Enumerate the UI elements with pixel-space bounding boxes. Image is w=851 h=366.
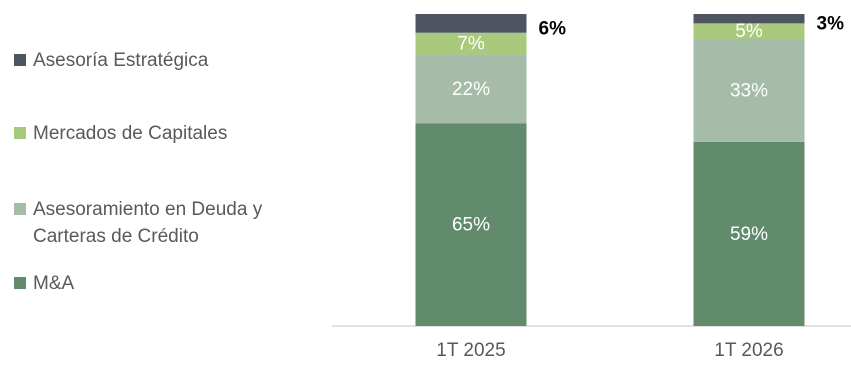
data-label-mercados-capitales-1: 5% — [735, 21, 763, 42]
legend-label: M&A — [33, 273, 75, 294]
legend: Asesoría Estratégica Mercados de Capital… — [14, 0, 334, 366]
data-label-mercados-capitales-0: 7% — [457, 34, 485, 55]
legend-label: Mercados de Capitales — [33, 123, 228, 144]
x-tick-label-0: 1T 2025 — [436, 340, 505, 361]
data-label-asesoramiento-deuda-0: 22% — [452, 79, 490, 100]
legend-swatch — [14, 277, 26, 289]
legend-label: Asesoramiento en Deuda y Carteras de Cré… — [33, 199, 263, 247]
legend-item-mercados-de-capitales: Mercados de Capitales — [14, 120, 323, 147]
data-label-m-and-a-1: 59% — [730, 224, 768, 245]
bar-segment-mercados-capitales-1 — [693, 23, 805, 39]
bar-segment-asesoria-estrategica-1 — [693, 14, 805, 24]
data-label-asesoria-estrategica-1: 3% — [817, 14, 845, 35]
x-tick-label-1: 1T 2026 — [714, 340, 783, 361]
legend-item-asesoramiento-deuda: Asesoramiento en Deuda y Carteras de Cré… — [14, 196, 313, 250]
legend-item-m-and-a: M&A — [14, 270, 323, 297]
bar-segment-asesoramiento-deuda-0 — [415, 54, 527, 124]
bar-segment-m-and-a-0 — [415, 123, 527, 326]
data-label-asesoramiento-deuda-1: 33% — [730, 80, 768, 101]
labels-group: 65% 22% 7% 6% 1T 2025 59% 33% 5% 3% 1T 2026 — [436, 14, 844, 361]
legend-swatch — [14, 127, 26, 139]
data-label-m-and-a-0: 65% — [452, 215, 490, 236]
bar-segment-mercados-capitales-0 — [415, 32, 527, 55]
bars-group — [415, 14, 805, 326]
bar-segment-asesoramiento-deuda-1 — [693, 38, 805, 142]
bar-segment-asesoria-estrategica-0 — [415, 14, 527, 33]
data-label-asesoria-estrategica-0: 6% — [539, 18, 567, 39]
legend-swatch — [14, 203, 26, 215]
legend-swatch — [14, 54, 26, 66]
legend-label: Asesoría Estratégica — [33, 50, 209, 71]
legend-item-asesoria-estrategica: Asesoría Estratégica — [14, 47, 323, 74]
bar-segment-m-and-a-1 — [693, 141, 805, 326]
